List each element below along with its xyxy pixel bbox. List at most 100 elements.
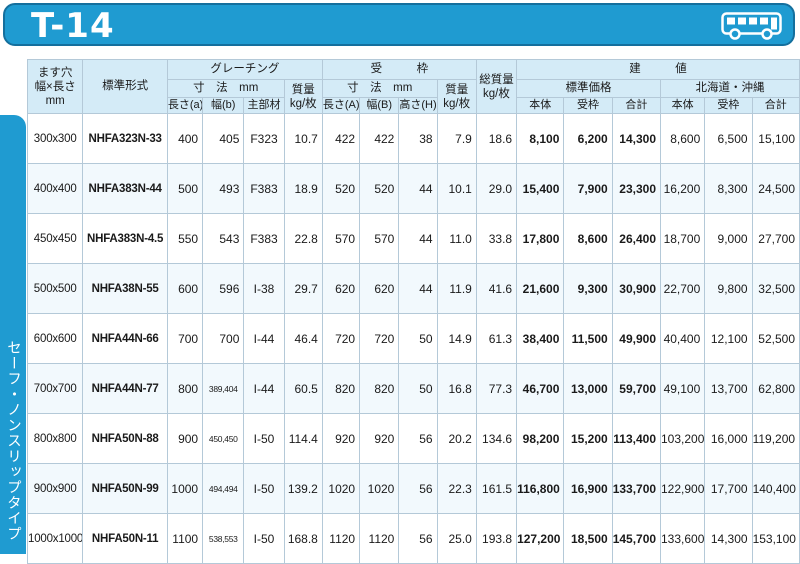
cell-fa: 820 xyxy=(321,363,361,414)
cell-sb: 21,600 xyxy=(516,263,565,314)
cell-model: NHFA38N-55 xyxy=(82,263,168,314)
cell-gb: 450,450 xyxy=(202,413,245,464)
col-grating: グレーチング xyxy=(166,59,323,80)
col-total-weight: 総質量 kg/枚 xyxy=(475,59,518,114)
cell-fb: 920 xyxy=(359,413,400,464)
cell-bar: I-44 xyxy=(243,363,285,414)
cell-fw: 7.9 xyxy=(436,113,477,164)
cell-hb: 40,400 xyxy=(659,313,706,364)
cell-size: 450x450 xyxy=(26,213,84,264)
cell-gb: 538,553 xyxy=(202,513,245,564)
col-size: ます穴 幅×長さ mm xyxy=(26,59,84,114)
cell-tw: 134.6 xyxy=(475,413,518,464)
cell-sb: 116,800 xyxy=(516,463,565,514)
table-row: 450x450 NHFA383N-4.5 550 543 F383 22.8 570 570 4… xyxy=(26,213,800,264)
cell-gw: 29.7 xyxy=(283,263,323,314)
cell-tw: 29.0 xyxy=(475,163,518,214)
cell-sf: 11,500 xyxy=(563,313,613,364)
cell-model: NHFA50N-11 xyxy=(82,513,168,564)
col-std-frame: 受枠 xyxy=(563,97,613,114)
cell-sb: 46,700 xyxy=(516,363,565,414)
cell-fw: 14.9 xyxy=(436,313,477,364)
cell-gb: 596 xyxy=(202,263,245,314)
cell-fw: 16.8 xyxy=(436,363,477,414)
cell-gw: 168.8 xyxy=(283,513,323,564)
cell-fw: 10.1 xyxy=(436,163,477,214)
cell-fa: 720 xyxy=(321,313,361,364)
cell-bar: F383 xyxy=(243,163,285,214)
cell-tw: 33.8 xyxy=(475,213,518,264)
cell-fb: 570 xyxy=(359,213,400,264)
cell-fb: 820 xyxy=(359,363,400,414)
cell-ht: 52,500 xyxy=(751,313,800,364)
cell-bar: I-50 xyxy=(243,413,285,464)
cell-size: 600x600 xyxy=(26,313,84,364)
cell-model: NHFA50N-99 xyxy=(82,463,168,514)
cell-tw: 41.6 xyxy=(475,263,518,314)
cell-size: 700x700 xyxy=(26,363,84,414)
cell-fa: 1020 xyxy=(321,463,361,514)
cell-sb: 98,200 xyxy=(516,413,565,464)
cell-ht: 153,100 xyxy=(751,513,800,564)
col-g-len: 長さ(a) xyxy=(166,97,204,114)
cell-bar: I-50 xyxy=(243,463,285,514)
cell-bar: I-44 xyxy=(243,313,285,364)
cell-sf: 7,900 xyxy=(563,163,613,214)
cell-hf: 17,700 xyxy=(704,463,753,514)
cell-gb: 543 xyxy=(202,213,245,264)
col-f-hgt: 高さ(H) xyxy=(398,97,438,114)
cell-ht: 32,500 xyxy=(751,263,800,314)
cell-fa: 620 xyxy=(321,263,361,314)
cell-hf: 9,000 xyxy=(704,213,753,264)
col-f-len: 長さ(A) xyxy=(321,97,361,114)
cell-hb: 103,200 xyxy=(659,413,706,464)
bus-icon xyxy=(721,12,782,40)
col-model: 標準形式 xyxy=(82,59,168,114)
col-std-body: 本体 xyxy=(516,97,565,114)
cell-size: 300x300 xyxy=(26,113,84,164)
cell-fw: 11.0 xyxy=(436,213,477,264)
col-g-bar: 主部材 xyxy=(243,97,285,114)
cell-fb: 620 xyxy=(359,263,400,314)
cell-st: 30,900 xyxy=(611,263,662,314)
col-size-line1: ます穴 xyxy=(37,66,73,79)
title-banner: T-14 xyxy=(3,3,795,46)
cell-gb: 494,494 xyxy=(202,463,245,514)
col-frame-weight: 質量 kg/枚 xyxy=(436,79,477,114)
col-std-price: 標準価格 xyxy=(516,79,661,98)
cell-ga: 400 xyxy=(166,113,204,164)
cell-model: NHFA383N-4.5 xyxy=(82,213,168,264)
cell-ga: 550 xyxy=(166,213,204,264)
cell-size: 900x900 xyxy=(26,463,84,514)
cell-fh: 50 xyxy=(398,363,438,414)
cell-gb: 700 xyxy=(202,313,245,364)
table-row: 500x500 NHFA38N-55 600 596 I-38 29.7 620 620 44 1… xyxy=(26,263,800,314)
col-size-line3: mm xyxy=(45,94,65,107)
cell-gw: 10.7 xyxy=(283,113,323,164)
cell-st: 133,700 xyxy=(611,463,662,514)
cell-fh: 44 xyxy=(398,213,438,264)
cell-fh: 44 xyxy=(398,163,438,214)
cell-ht: 140,400 xyxy=(751,463,800,514)
col-g-wid: 幅(b) xyxy=(202,97,245,114)
cell-ga: 900 xyxy=(166,413,204,464)
cell-hb: 122,900 xyxy=(659,463,706,514)
cell-tw: 193.8 xyxy=(475,513,518,564)
cell-hb: 18,700 xyxy=(659,213,706,264)
cell-hf: 8,300 xyxy=(704,163,753,214)
cell-sb: 8,100 xyxy=(516,113,565,164)
col-hk-sum: 合計 xyxy=(751,97,800,114)
cell-model: NHFA50N-88 xyxy=(82,413,168,464)
cell-fh: 56 xyxy=(398,413,438,464)
cell-gb: 389,404 xyxy=(202,363,245,414)
cell-ht: 27,700 xyxy=(751,213,800,264)
cell-sb: 127,200 xyxy=(516,513,565,564)
cell-st: 59,700 xyxy=(611,363,662,414)
cell-ht: 15,100 xyxy=(751,113,800,164)
cell-fh: 56 xyxy=(398,513,438,564)
cell-hf: 6,500 xyxy=(704,113,753,164)
col-frame-dims: 寸 法 mm xyxy=(321,79,438,98)
cell-bar: F383 xyxy=(243,213,285,264)
cell-fb: 1020 xyxy=(359,463,400,514)
cell-size: 400x400 xyxy=(26,163,84,214)
